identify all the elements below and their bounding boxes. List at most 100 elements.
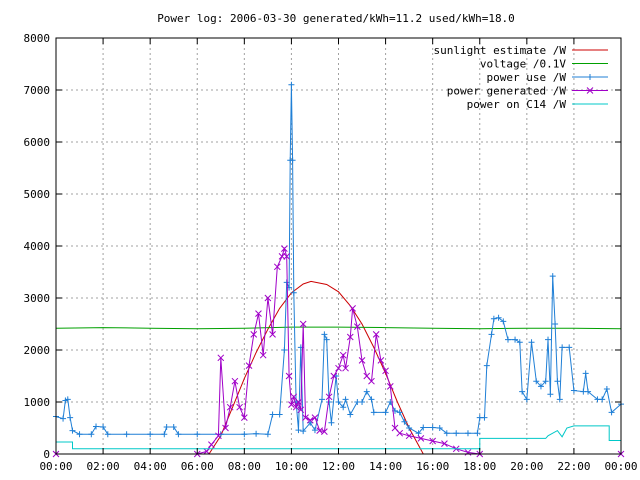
data-point bbox=[319, 396, 326, 403]
data-point bbox=[368, 396, 375, 403]
data-point bbox=[401, 418, 408, 425]
data-point bbox=[396, 409, 403, 416]
x-tick-label: 00:00 bbox=[39, 460, 72, 473]
y-tick-label: 8000 bbox=[24, 32, 51, 45]
y-tick-label: 7000 bbox=[24, 84, 51, 97]
data-point bbox=[349, 305, 356, 312]
x-tick-label: 16:00 bbox=[416, 460, 449, 473]
data-point bbox=[406, 425, 413, 431]
x-tick-label: 00:00 bbox=[604, 460, 637, 473]
data-point bbox=[170, 423, 177, 430]
data-point bbox=[253, 430, 260, 437]
data-point bbox=[603, 386, 610, 392]
data-point bbox=[516, 339, 523, 346]
series-layer bbox=[52, 81, 625, 458]
data-point bbox=[339, 351, 347, 359]
data-point bbox=[429, 437, 437, 445]
data-point bbox=[241, 431, 248, 438]
data-point bbox=[273, 263, 281, 271]
series-line bbox=[55, 326, 622, 330]
data-point bbox=[505, 336, 511, 343]
data-point bbox=[386, 383, 394, 390]
data-point bbox=[281, 245, 288, 252]
data-point bbox=[269, 411, 276, 418]
data-point bbox=[76, 431, 83, 438]
legend-label: power on C14 /W bbox=[467, 98, 567, 111]
data-point bbox=[335, 364, 342, 372]
data-point bbox=[67, 414, 74, 421]
data-point bbox=[436, 425, 443, 431]
data-point bbox=[281, 347, 288, 353]
data-point bbox=[276, 411, 283, 418]
x-tick-label: 02:00 bbox=[87, 460, 120, 473]
series-2 bbox=[53, 81, 624, 438]
data-point bbox=[288, 401, 295, 408]
data-point bbox=[353, 323, 361, 330]
data-point bbox=[217, 354, 225, 362]
data-point bbox=[264, 431, 271, 438]
data-point bbox=[335, 399, 342, 405]
data-point bbox=[175, 431, 182, 438]
x-tick-label: 22:00 bbox=[557, 460, 590, 473]
data-point bbox=[405, 432, 413, 440]
data-point bbox=[552, 321, 559, 327]
data-point bbox=[299, 320, 307, 328]
data-point bbox=[396, 429, 404, 437]
data-point bbox=[290, 289, 297, 296]
data-point bbox=[147, 431, 154, 438]
data-point bbox=[69, 427, 76, 434]
data-point bbox=[382, 409, 389, 416]
data-point bbox=[289, 157, 296, 164]
data-point bbox=[278, 253, 286, 260]
x-tick-label: 10:00 bbox=[275, 460, 308, 473]
series-0 bbox=[208, 280, 424, 455]
x-tick-label: 06:00 bbox=[181, 460, 214, 473]
series-3 bbox=[52, 245, 625, 458]
data-point bbox=[528, 339, 535, 346]
data-point bbox=[325, 393, 333, 401]
data-point bbox=[208, 441, 215, 448]
y-tick-label: 1000 bbox=[24, 396, 51, 409]
data-point bbox=[288, 81, 295, 88]
data-point bbox=[245, 362, 253, 369]
grid-layer bbox=[56, 38, 621, 454]
data-point bbox=[123, 431, 130, 438]
legend-label: voltage /0.1V bbox=[480, 58, 566, 71]
data-point bbox=[549, 273, 556, 280]
data-point bbox=[161, 431, 168, 438]
data-point bbox=[311, 414, 319, 421]
data-point bbox=[269, 331, 276, 338]
data-point bbox=[285, 372, 293, 380]
series-1 bbox=[55, 326, 622, 330]
data-point bbox=[222, 424, 229, 432]
data-point bbox=[464, 430, 471, 437]
series-4 bbox=[56, 425, 621, 450]
data-point bbox=[417, 435, 425, 442]
data-point bbox=[495, 314, 502, 321]
data-point bbox=[358, 357, 366, 364]
data-point bbox=[490, 315, 497, 322]
data-point bbox=[283, 253, 291, 260]
data-point bbox=[259, 351, 267, 359]
data-point bbox=[321, 331, 328, 338]
data-point bbox=[582, 370, 589, 377]
x-tick-label: 04:00 bbox=[134, 460, 167, 473]
data-point bbox=[585, 388, 592, 395]
legend-marker bbox=[587, 74, 593, 80]
series-line bbox=[56, 246, 621, 455]
data-point bbox=[194, 431, 201, 438]
data-point bbox=[523, 396, 530, 403]
chart-title: Power log: 2006-03-30 generated/kWh=11.2… bbox=[157, 12, 515, 25]
data-point bbox=[231, 377, 239, 385]
data-point bbox=[347, 411, 354, 418]
data-point bbox=[483, 362, 490, 369]
data-point bbox=[346, 333, 354, 341]
data-point bbox=[236, 403, 243, 411]
data-point bbox=[500, 318, 507, 325]
legend-label: sunlight estimate /W bbox=[434, 44, 567, 57]
data-point bbox=[559, 344, 566, 351]
data-point bbox=[250, 331, 258, 338]
data-point bbox=[372, 331, 380, 338]
data-point bbox=[547, 391, 554, 398]
